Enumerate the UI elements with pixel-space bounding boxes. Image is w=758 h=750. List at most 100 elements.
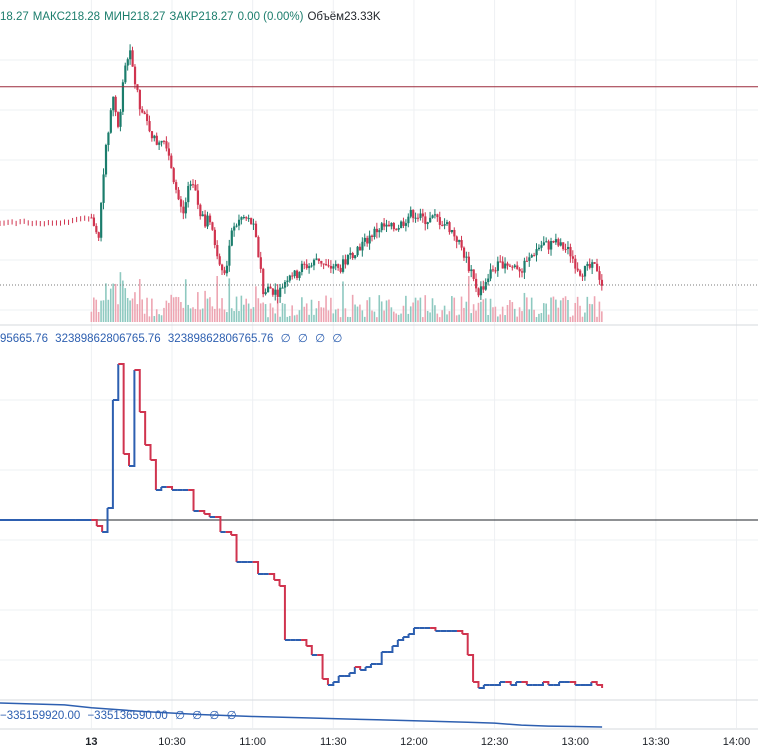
candle-body-106 [346, 254, 350, 265]
volume-bar-47 [204, 290, 206, 322]
price-candles [0, 44, 604, 304]
candle-body-38 [182, 206, 185, 214]
volume-bar-44 [197, 292, 199, 322]
candle-body-178 [520, 271, 524, 273]
candle-body-142 [433, 214, 437, 216]
volume-bar-202 [579, 305, 581, 322]
volume-bar-35 [175, 296, 177, 322]
candle-body-152 [458, 240, 461, 242]
candle-body-82 [288, 275, 291, 281]
time-tick-label-4: 12:00 [400, 736, 428, 748]
candle-body-117 [373, 228, 376, 237]
candle-body-77 [276, 289, 279, 297]
volume-bar-139 [426, 310, 429, 322]
volume-bar-70 [259, 303, 262, 322]
volume-bar-183 [533, 309, 535, 322]
candle-body-172 [506, 263, 509, 266]
volume-bar-46 [201, 308, 204, 322]
volume-bar-71 [262, 302, 264, 322]
volume-bar-150 [453, 297, 456, 322]
volume-bar-97 [325, 295, 327, 322]
candle-body-167 [494, 270, 497, 272]
volume-bar-194 [559, 300, 562, 322]
volume-bar-106 [347, 316, 349, 322]
volume-bar-124 [390, 307, 393, 322]
candle-body-21 [141, 109, 144, 113]
candle-body-202 [579, 270, 582, 276]
volume-bar-64 [245, 298, 248, 322]
candle-body-179 [523, 260, 526, 273]
candle-body-155 [465, 256, 468, 258]
volume-bar-137 [422, 317, 424, 322]
candle-body-138 [424, 216, 427, 225]
indicator-segment-38 [279, 585, 286, 640]
volume-bar-182 [530, 297, 533, 322]
candle-body-156 [467, 256, 470, 272]
volume-bar-48 [206, 298, 209, 322]
candle-body-185 [537, 247, 541, 250]
volume-bar-7 [107, 299, 110, 322]
volume-bar-79 [281, 303, 284, 322]
volume-bar-157 [470, 313, 472, 322]
volume-bar-195 [562, 297, 564, 322]
volume-bar-204 [584, 312, 586, 322]
indicator-value-7: ∅ [332, 333, 343, 345]
candle-body-163 [484, 282, 487, 290]
candle-body-17 [131, 50, 134, 67]
candle-body-184 [535, 249, 538, 256]
candle-body-72 [264, 292, 267, 295]
indicator-segment-97 [596, 684, 604, 688]
candle-body-28 [158, 142, 161, 145]
volume-bar-145 [441, 310, 443, 322]
volume-bar-27 [155, 309, 158, 322]
volume-bar-0 [90, 311, 93, 322]
indicator-segment-72 [462, 633, 469, 655]
candle-body-93 [315, 258, 318, 260]
indicator-value-5: ∅ [297, 333, 308, 345]
volume-bar-13 [122, 280, 124, 322]
volume-bar-50 [211, 306, 214, 322]
volume-bar-8 [109, 288, 112, 322]
candle-body-41 [189, 184, 192, 186]
volume-bar-113 [363, 316, 366, 322]
candle-body-176 [516, 265, 519, 269]
indicator-segment-14 [150, 459, 157, 490]
volume-bar-205 [586, 296, 589, 322]
candle-body-55 [223, 270, 226, 274]
indicator-value-4: ∅ [280, 333, 291, 345]
candle-body-50 [211, 222, 214, 230]
candle-body-124 [390, 223, 393, 227]
volume-bar-179 [523, 292, 526, 322]
candle-body-205 [586, 263, 589, 266]
candle-body-207 [591, 262, 594, 268]
indicator-segment-78 [494, 682, 501, 686]
candle-body-104 [341, 259, 345, 272]
candle-body-71 [262, 268, 265, 295]
candle-body-115 [368, 235, 371, 244]
candle-body-162 [482, 286, 485, 290]
volume-bar-165 [489, 298, 492, 322]
candle-body-91 [310, 265, 313, 267]
indicator-value-6: ∅ [315, 333, 326, 345]
volume-bar-26 [153, 316, 156, 322]
candle-body-196 [564, 249, 567, 251]
volume-bar-175 [513, 308, 516, 322]
volume-bar-102 [337, 308, 339, 322]
time-tick-label-2: 11:00 [239, 736, 266, 748]
candle-body-160 [477, 288, 480, 296]
volume-bar-68 [255, 286, 257, 322]
candle-body-83 [291, 275, 294, 277]
time-tick-label-0: 13 [85, 736, 97, 748]
indicator-value-3: 32389862806765.76 [167, 333, 274, 345]
time-tick-label-1: 10:30 [158, 736, 186, 748]
volume-bar-85 [296, 314, 298, 322]
candle-body-105 [344, 259, 347, 265]
candle-body-174 [511, 266, 514, 268]
candle-body-136 [419, 213, 422, 218]
candle-body-33 [170, 155, 173, 169]
candle-body-66 [250, 218, 253, 224]
chart-overlays [0, 86, 758, 286]
volume-bar-196 [564, 296, 567, 322]
candle-body-193 [557, 239, 560, 246]
